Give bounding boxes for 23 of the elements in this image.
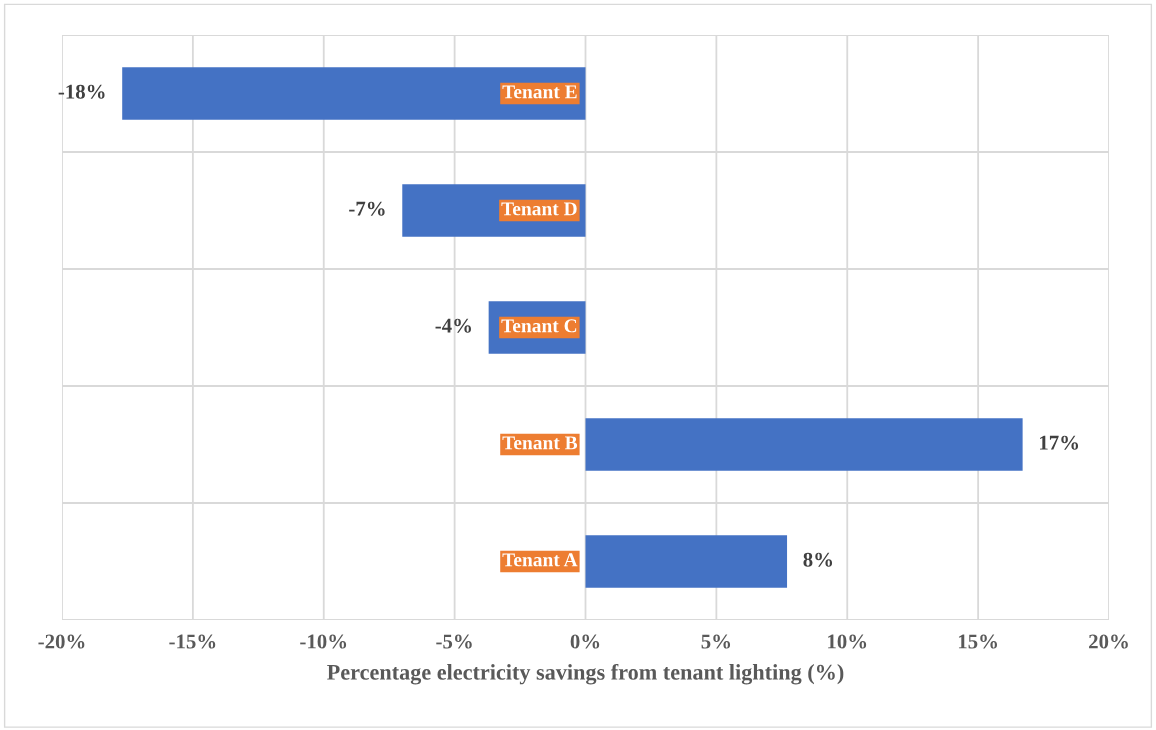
x-tick-label: 5%: [701, 634, 731, 649]
y-tick-label: Tenant D: [501, 202, 577, 216]
x-tick-label: -15%: [169, 634, 216, 649]
x-tick-label: -10%: [300, 634, 347, 649]
x-tick-label: 20%: [1089, 634, 1128, 649]
bar: [585, 535, 788, 588]
y-tick-label: Tenant E: [502, 85, 577, 99]
data-label: -4%: [435, 318, 471, 333]
bar: [585, 418, 1023, 471]
y-tick-label: Tenant C: [501, 319, 577, 333]
y-tick-label: Tenant A: [502, 553, 578, 567]
x-tick-label: 0%: [570, 634, 600, 649]
x-tick-label: 15%: [958, 634, 998, 649]
data-label: 17%: [1040, 435, 1079, 450]
y-tick-label: Tenant B: [502, 436, 578, 450]
x-axis-title: Percentage electricity savings from tenant lighting (%): [327, 663, 844, 685]
x-tick-label: -20%: [38, 634, 85, 649]
bar: [122, 67, 586, 120]
data-label: -7%: [349, 201, 385, 216]
x-tick-label: 10%: [828, 634, 867, 649]
x-tick-label: -5%: [436, 634, 472, 649]
data-label: 8%: [803, 552, 833, 567]
data-label: -18%: [58, 84, 105, 99]
